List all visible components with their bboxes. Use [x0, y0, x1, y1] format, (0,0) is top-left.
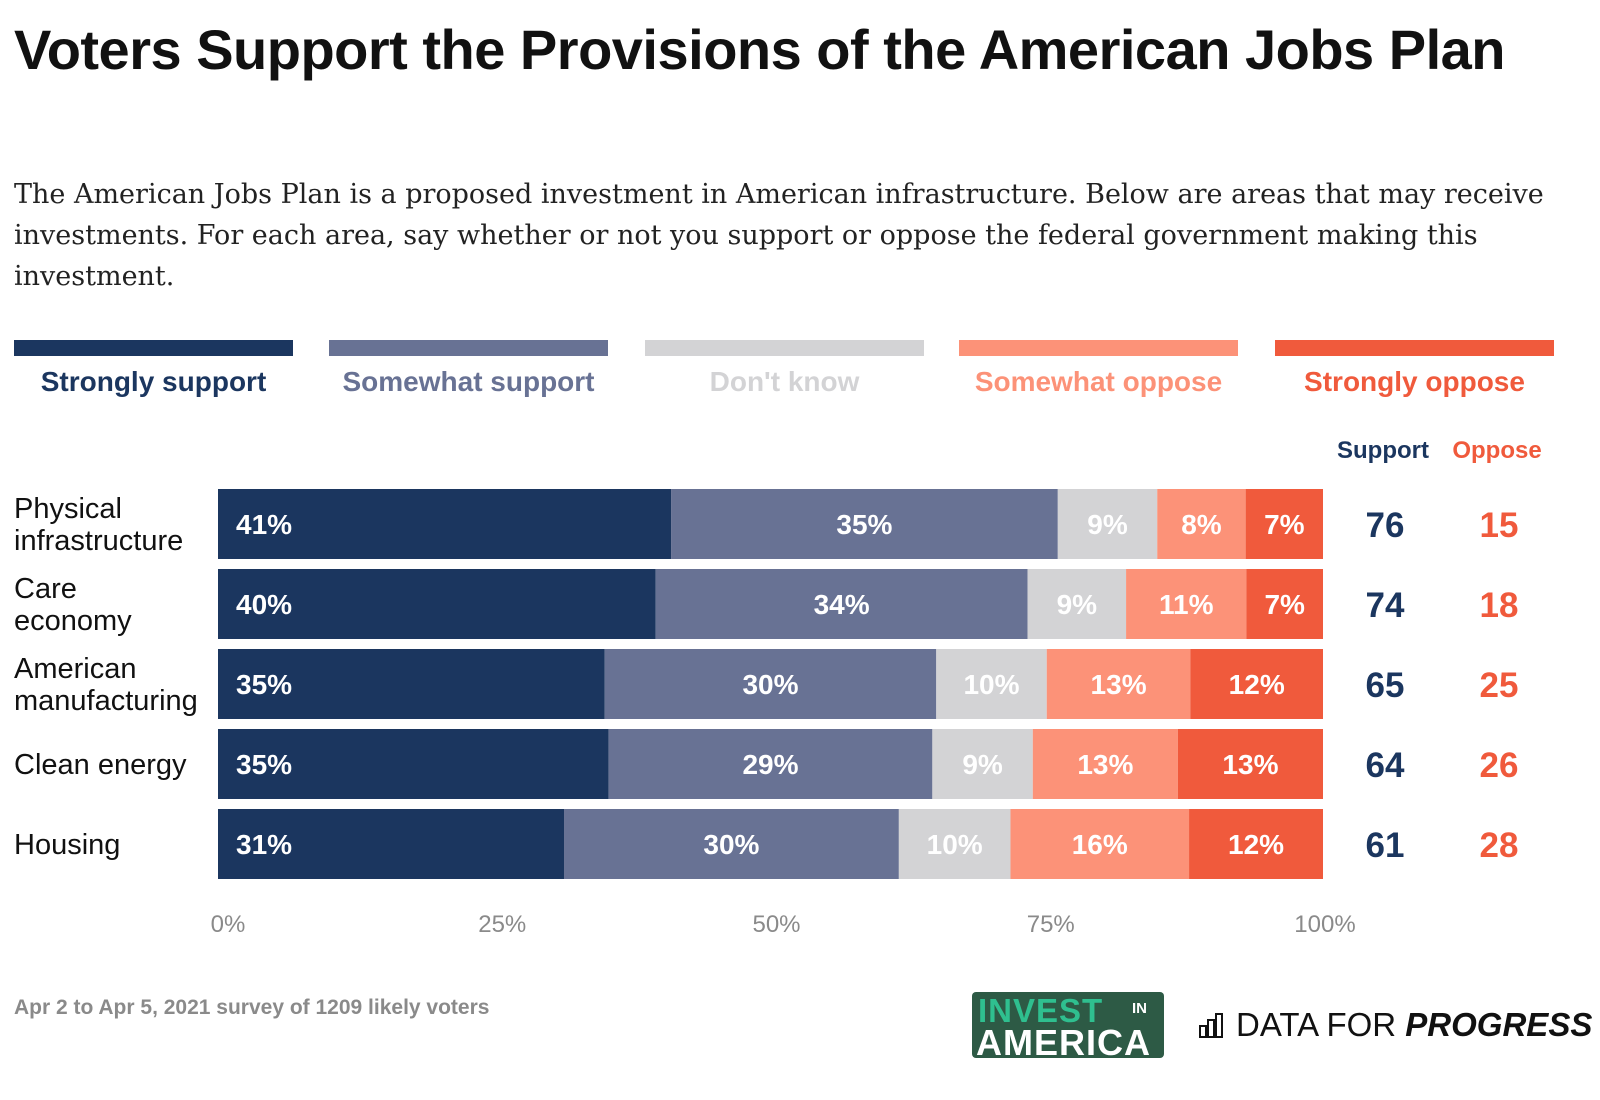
bar-data-label: 16%: [1072, 829, 1128, 860]
bar-segment: [932, 729, 1033, 799]
bar-segment: [1189, 809, 1323, 879]
bar-segment: [671, 489, 1058, 559]
bar-data-label: 41%: [236, 509, 292, 540]
data-for-progress-logo: DATA FOR PROGRESS: [1198, 1006, 1592, 1044]
summary-value: 26: [1480, 746, 1519, 785]
category-label: Care: [14, 573, 77, 605]
x-tick-label: 75%: [1027, 911, 1075, 938]
category-label: Clean energy: [14, 749, 187, 781]
bar-segment: [898, 809, 1011, 879]
bar-data-label: 30%: [742, 669, 798, 700]
bar-data-label: 7%: [1264, 509, 1305, 540]
summary-value: 65: [1366, 666, 1405, 705]
invest-in-america-logo: INVEST IN AMERICA: [972, 992, 1164, 1063]
summary-value: 76: [1366, 506, 1405, 545]
bar-data-label: 35%: [836, 509, 892, 540]
summary-value: 61: [1366, 826, 1405, 865]
bar-data-label: 7%: [1264, 589, 1305, 620]
bar-data-label: 10%: [963, 669, 1019, 700]
category-label: manufacturing: [14, 685, 198, 717]
category-label: Physical: [14, 493, 122, 525]
bar-segment: [1046, 649, 1191, 719]
bar-segment: [1245, 489, 1323, 559]
category-label: Housing: [14, 829, 120, 861]
x-tick-label: 25%: [478, 911, 526, 938]
category-label: infrastructure: [14, 525, 183, 557]
x-tick-label: 100%: [1294, 911, 1355, 938]
survey-note: Apr 2 to Apr 5, 2021 survey of 1209 like…: [14, 996, 490, 1019]
legend-label: Strongly oppose: [1304, 366, 1525, 397]
bar-segment: [218, 569, 656, 639]
bar-data-label: 11%: [1159, 589, 1214, 620]
bar-segment: [604, 649, 937, 719]
legend-label: Somewhat support: [342, 366, 594, 397]
summary-value: 28: [1480, 826, 1519, 865]
summary-value: 18: [1480, 586, 1519, 625]
legend-swatch: [329, 340, 608, 356]
bar-data-label: 34%: [814, 589, 870, 620]
bar-data-label: 13%: [1222, 749, 1278, 780]
summary-value: 64: [1366, 746, 1405, 785]
bar-data-label: 13%: [1077, 749, 1133, 780]
legend-label: Don't know: [710, 366, 860, 397]
bar-data-label: 35%: [236, 669, 292, 700]
bar-segment: [1027, 569, 1127, 639]
bar-data-label: 35%: [236, 749, 292, 780]
bar-segment: [1246, 569, 1323, 639]
bar-segment: [1190, 649, 1323, 719]
bar-data-label: 9%: [962, 749, 1003, 780]
x-tick-label: 50%: [752, 911, 800, 938]
bar-segment: [1177, 729, 1323, 799]
bar-segment: [1057, 489, 1158, 559]
bar-segment: [1010, 809, 1190, 879]
x-tick-label: 0%: [211, 911, 246, 938]
bar-segment: [218, 809, 565, 879]
legend-label: Somewhat oppose: [975, 366, 1222, 397]
bar-data-label: 31%: [236, 829, 292, 860]
bar-segment: [218, 729, 609, 799]
bar-segment: [218, 649, 605, 719]
category-label: American: [14, 653, 137, 685]
summary-header: Support: [1337, 437, 1429, 464]
summary-value: 74: [1366, 586, 1405, 625]
legend-label: Strongly support: [41, 366, 267, 397]
bar-data-label: 9%: [1057, 589, 1098, 620]
summary-value: 25: [1480, 666, 1519, 705]
bar-segment: [1032, 729, 1178, 799]
bar-data-label: 30%: [703, 829, 759, 860]
bar-segment: [218, 489, 672, 559]
summary-value: 15: [1480, 506, 1519, 545]
legend-swatch: [1275, 340, 1554, 356]
bar-data-label: 13%: [1091, 669, 1147, 700]
bar-chart-icon: [1199, 1013, 1223, 1038]
category-label: economy: [14, 605, 132, 637]
bar-segment: [564, 809, 899, 879]
chart-subtitle: The American Jobs Plan is a proposed inv…: [14, 179, 1544, 292]
bar-data-label: 10%: [927, 829, 983, 860]
summary-header: Oppose: [1452, 437, 1541, 464]
bar-segment: [655, 569, 1028, 639]
bar-segment: [936, 649, 1047, 719]
legend-swatch: [959, 340, 1238, 356]
bar-data-label: 9%: [1087, 509, 1128, 540]
bar-data-label: 29%: [742, 749, 798, 780]
bar-data-label: 8%: [1181, 509, 1222, 540]
bar-segment: [1126, 569, 1247, 639]
bar-data-label: 12%: [1228, 829, 1284, 860]
bar-segment: [608, 729, 933, 799]
bar-data-label: 12%: [1229, 669, 1285, 700]
legend-swatch: [645, 340, 924, 356]
legend-swatch: [14, 340, 293, 356]
bar-segment: [1157, 489, 1246, 559]
chart-title: Voters Support the Provisions of the Ame…: [14, 18, 1506, 81]
bar-data-label: 40%: [236, 589, 292, 620]
